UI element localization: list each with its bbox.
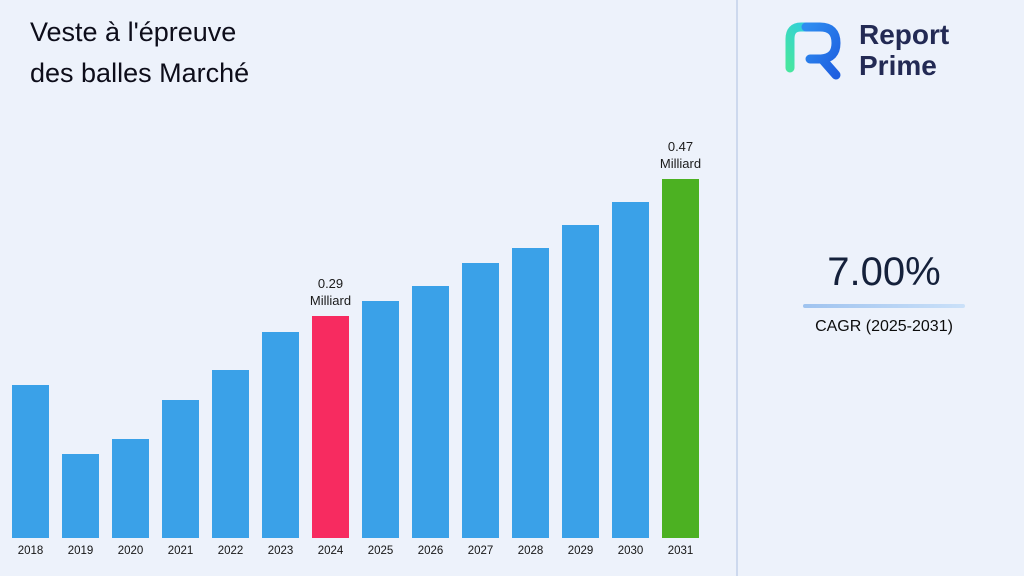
cagr-underline: [803, 304, 965, 308]
bar-column-2026: 2026: [412, 90, 449, 560]
bar-column-2019: 2019: [62, 90, 99, 560]
bar-column-2030: 2030: [612, 90, 649, 560]
x-axis-label-2029: 2029: [567, 545, 594, 557]
x-axis-label-2021: 2021: [167, 545, 194, 557]
x-axis-label-2027: 2027: [467, 545, 494, 557]
x-axis-label-2031: 2031: [667, 545, 694, 557]
x-axis-label-2023: 2023: [267, 545, 294, 557]
bar-column-2021: 2021: [162, 90, 199, 560]
bar-column-2031: 0.47 Milliard 2031: [659, 90, 702, 560]
bar-2026: [412, 286, 449, 538]
bar-2021: [162, 400, 199, 538]
bar-2027: [462, 263, 499, 538]
report-prime-logo-text: Report Prime: [859, 18, 950, 82]
bar-column-2018: 2018: [12, 90, 49, 560]
x-axis-label-2022: 2022: [217, 545, 244, 557]
bar-2030: [612, 202, 649, 538]
x-axis-label-2024: 2024: [317, 545, 344, 557]
bar-2023: [262, 332, 299, 538]
bar-2025: [362, 301, 399, 538]
bar-value-label-2031: 0.47 Milliard: [659, 139, 702, 172]
bar-column-2027: 2027: [462, 90, 499, 560]
bar-column-2024: 0.29 Milliard 2024: [309, 90, 352, 560]
page-title-line-2: des balles Marché: [30, 57, 250, 88]
bar-chart: 2018 2019 2020 2021 2022 2023 0.29 Milliard 2024…: [12, 90, 702, 560]
x-axis-label-2025: 2025: [367, 545, 394, 557]
bar-column-2020: 2020: [112, 90, 149, 560]
page-title: Veste à l'épreuve des balles Marché: [30, 12, 249, 93]
logo-text-line-2: Prime: [859, 49, 937, 81]
x-axis-label-2030: 2030: [617, 545, 644, 557]
x-axis-label-2028: 2028: [517, 545, 544, 557]
bar-column-2028: 2028: [512, 90, 549, 560]
x-axis-label-2019: 2019: [67, 545, 94, 557]
cagr-stat: 7.00% CAGR (2025-2031): [802, 250, 966, 336]
report-prime-logo-icon: [775, 14, 847, 87]
bar-2019: [62, 454, 99, 538]
report-prime-logo: Report Prime: [775, 14, 949, 87]
bar-value-label-2024: 0.29 Milliard: [309, 276, 352, 309]
cagr-value: 7.00%: [827, 250, 941, 294]
bar-2022: [212, 370, 249, 538]
bar-chart-plot-area: 2018 2019 2020 2021 2022 2023 0.29 Milliard 2024…: [12, 90, 702, 560]
cagr-label: CAGR (2025-2031): [815, 318, 953, 335]
logo-text-line-1: Report: [859, 18, 950, 50]
x-axis-label-2026: 2026: [417, 545, 444, 557]
bar-2020: [112, 439, 149, 538]
bar-2031: [662, 179, 699, 538]
bar-2018: [12, 385, 49, 538]
page-title-line-1: Veste à l'épreuve: [30, 17, 237, 47]
bar-column-2029: 2029: [562, 90, 599, 560]
bar-column-2023: 2023: [262, 90, 299, 560]
bar-2029: [562, 225, 599, 538]
bar-column-2022: 2022: [212, 90, 249, 560]
bar-2028: [512, 248, 549, 538]
bar-2024: [312, 316, 349, 538]
x-axis-label-2020: 2020: [117, 545, 144, 557]
vertical-divider: [736, 0, 738, 576]
bar-column-2025: 2025: [362, 90, 399, 560]
x-axis-label-2018: 2018: [17, 545, 44, 557]
